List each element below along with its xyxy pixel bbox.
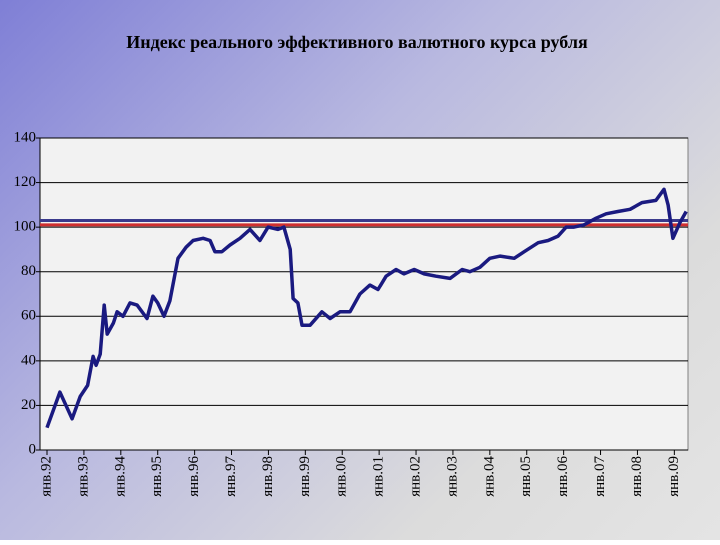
x-tick-label: янв.99 — [297, 456, 313, 497]
x-tick-label: янв.08 — [629, 456, 645, 497]
x-tick-label: янв.01 — [371, 456, 387, 497]
y-tick-label: 140 — [14, 129, 37, 145]
y-tick-label: 80 — [21, 263, 36, 279]
plot-area — [39, 137, 689, 451]
x-tick-label: янв.94 — [112, 456, 128, 497]
x-tick-label: янв.05 — [518, 456, 534, 497]
x-tick-label: янв.97 — [223, 456, 239, 497]
x-tick-label: янв.04 — [481, 456, 497, 497]
y-tick-label: 0 — [29, 441, 37, 457]
y-tick-label: 120 — [14, 174, 37, 190]
x-tick-label: янв.93 — [75, 456, 91, 497]
x-tick-label: янв.96 — [186, 456, 202, 497]
x-tick-label: янв.95 — [149, 456, 165, 497]
x-tick-label: янв.98 — [260, 456, 276, 497]
x-tick-label: янв.07 — [592, 456, 608, 497]
y-tick-label: 40 — [21, 352, 36, 368]
x-tick-label: янв.02 — [407, 456, 423, 497]
data-line — [45, 187, 688, 429]
x-tick-label: янв.06 — [555, 456, 571, 497]
y-tick-label: 100 — [14, 219, 37, 235]
y-tick-label: 60 — [21, 308, 36, 324]
chart-title: Индекс реального эффективного валютного … — [126, 32, 588, 52]
x-tick-label: янв.00 — [334, 456, 350, 497]
x-tick-label: янв.09 — [666, 456, 682, 497]
x-tick-label: янв.03 — [444, 456, 460, 497]
x-tick-label: янв.92 — [38, 456, 54, 497]
y-tick-label: 20 — [21, 397, 36, 413]
